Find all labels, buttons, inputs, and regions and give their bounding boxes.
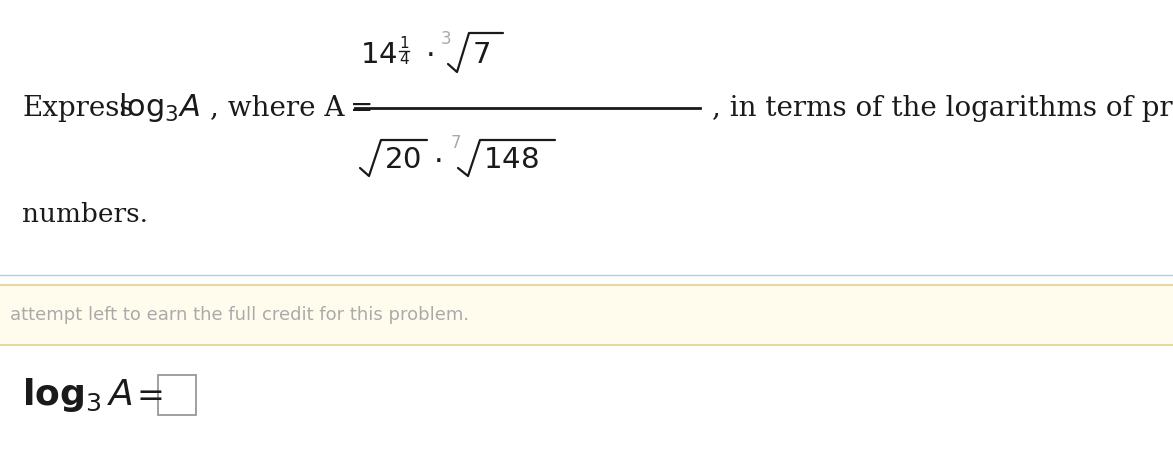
Bar [158,375,196,415]
Bar [0,285,1173,345]
Text: Express: Express [22,94,134,122]
Text: $148$: $148$ [483,146,538,174]
Text: $4$: $4$ [399,51,409,67]
Text: attempt left to earn the full credit for this problem.: attempt left to earn the full credit for… [11,306,469,324]
Text: $7$: $7$ [450,136,461,153]
Text: , in terms of the logarithms of prime: , in terms of the logarithms of prime [712,94,1173,122]
Text: $3$: $3$ [440,31,452,48]
Text: $14$: $14$ [360,41,398,69]
Text: $20$: $20$ [384,146,421,174]
Text: $\mathbf{log}_3\,\mathit{A}$: $\mathbf{log}_3\,\mathit{A}$ [22,376,133,414]
Text: $\cdot$: $\cdot$ [425,40,433,70]
Text: $1$: $1$ [399,35,409,51]
Text: $7$: $7$ [472,41,490,69]
Text: $\cdot$: $\cdot$ [433,145,441,176]
Text: , where A =: , where A = [210,94,373,122]
Text: numbers.: numbers. [22,202,148,228]
Text: $=$: $=$ [130,379,163,411]
Text: $\mathrm{log}_3 A$: $\mathrm{log}_3 A$ [118,92,199,124]
